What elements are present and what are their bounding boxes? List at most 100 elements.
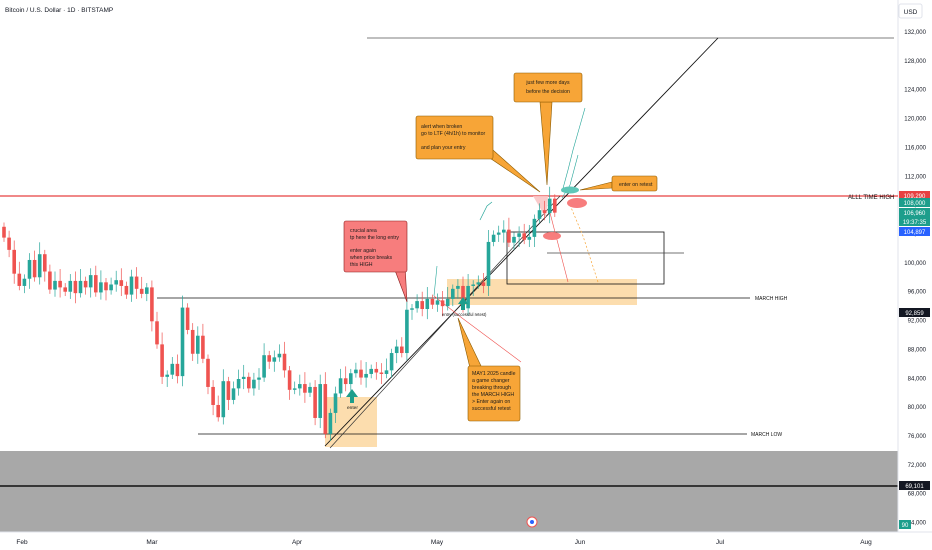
candle-36[interactable] bbox=[185, 303, 190, 335]
candle-0[interactable] bbox=[2, 222, 6, 242]
candle-26[interactable] bbox=[134, 267, 139, 299]
candle-99[interactable] bbox=[507, 217, 511, 247]
candle-9[interactable] bbox=[48, 264, 52, 294]
candle-93[interactable] bbox=[476, 275, 481, 289]
candle-11[interactable] bbox=[58, 268, 62, 298]
candle-31[interactable] bbox=[160, 332, 164, 385]
candle-88[interactable] bbox=[451, 284, 455, 307]
currency-button[interactable] bbox=[898, 3, 923, 19]
candle-76[interactable] bbox=[389, 348, 394, 378]
candle-79[interactable] bbox=[405, 297, 409, 361]
candle-52[interactable] bbox=[267, 350, 271, 369]
candle-27[interactable] bbox=[139, 276, 144, 299]
candle-30[interactable] bbox=[155, 311, 159, 349]
candle-48[interactable] bbox=[247, 372, 251, 393]
chart-pane[interactable] bbox=[0, 0, 898, 532]
candle-45[interactable] bbox=[231, 381, 236, 405]
candle-14[interactable] bbox=[73, 271, 78, 304]
candle-25[interactable] bbox=[129, 269, 134, 302]
candle-29[interactable] bbox=[150, 280, 154, 332]
candle-17[interactable] bbox=[88, 268, 93, 298]
candle-59[interactable] bbox=[303, 372, 307, 403]
candle-49[interactable] bbox=[252, 372, 256, 396]
candle-103[interactable] bbox=[527, 224, 532, 247]
candle-5[interactable] bbox=[27, 253, 32, 289]
candle-101[interactable] bbox=[517, 226, 521, 247]
candle-12[interactable] bbox=[63, 283, 67, 297]
candle-3[interactable] bbox=[17, 261, 22, 291]
candle-89[interactable] bbox=[456, 279, 460, 299]
candle-70[interactable] bbox=[359, 360, 363, 385]
candle-6[interactable] bbox=[32, 250, 37, 282]
candle-39[interactable] bbox=[201, 323, 205, 364]
candle-43[interactable] bbox=[221, 369, 226, 425]
candle-84[interactable] bbox=[430, 294, 435, 310]
candle-50[interactable] bbox=[257, 368, 261, 390]
candle-38[interactable] bbox=[196, 326, 200, 364]
candle-46[interactable] bbox=[236, 369, 241, 396]
candle-77[interactable] bbox=[394, 339, 399, 364]
candle-23[interactable] bbox=[119, 268, 124, 297]
candle-73[interactable] bbox=[374, 362, 379, 380]
candle-4[interactable] bbox=[22, 274, 27, 294]
candle-13[interactable] bbox=[68, 274, 73, 299]
candle-40[interactable] bbox=[206, 354, 210, 395]
candle-83[interactable] bbox=[425, 287, 430, 320]
candle-78[interactable] bbox=[400, 337, 404, 358]
candle-81[interactable] bbox=[415, 294, 419, 313]
candle-57[interactable] bbox=[292, 381, 297, 395]
price-axis[interactable] bbox=[898, 0, 932, 550]
candle-20[interactable] bbox=[104, 278, 108, 301]
candle-87[interactable] bbox=[445, 287, 450, 311]
candle-67[interactable] bbox=[343, 366, 348, 392]
candle-54[interactable] bbox=[277, 344, 282, 362]
candle-44[interactable] bbox=[226, 376, 231, 411]
candle-2[interactable] bbox=[12, 240, 16, 284]
candle-92[interactable] bbox=[471, 280, 475, 297]
candle-63[interactable] bbox=[323, 372, 328, 439]
candle-86[interactable] bbox=[440, 290, 445, 317]
candle-28[interactable] bbox=[145, 283, 149, 302]
candle-96[interactable] bbox=[491, 230, 496, 247]
candle-55[interactable] bbox=[282, 341, 287, 378]
candle-108[interactable] bbox=[553, 194, 557, 217]
candle-68[interactable] bbox=[349, 368, 353, 395]
candle-74[interactable] bbox=[379, 363, 384, 385]
candle-69[interactable] bbox=[354, 362, 358, 378]
candle-95[interactable] bbox=[486, 230, 491, 297]
candle-97[interactable] bbox=[496, 225, 501, 242]
candle-34[interactable] bbox=[175, 354, 180, 384]
candle-16[interactable] bbox=[83, 276, 88, 295]
candle-56[interactable] bbox=[287, 366, 292, 400]
candle-19[interactable] bbox=[99, 270, 103, 300]
candle-66[interactable] bbox=[338, 368, 343, 398]
candle-24[interactable] bbox=[124, 281, 129, 299]
candle-21[interactable] bbox=[109, 277, 113, 295]
candle-8[interactable] bbox=[43, 249, 47, 282]
candle-15[interactable] bbox=[78, 268, 83, 298]
candle-18[interactable] bbox=[94, 265, 98, 297]
candle-100[interactable] bbox=[512, 232, 516, 250]
candle-80[interactable] bbox=[410, 303, 414, 320]
candle-75[interactable] bbox=[384, 358, 389, 379]
candle-104[interactable] bbox=[532, 214, 537, 247]
candle-98[interactable] bbox=[502, 220, 506, 243]
candle-107[interactable] bbox=[547, 186, 552, 224]
candle-35[interactable] bbox=[180, 295, 185, 387]
candle-106[interactable] bbox=[542, 200, 547, 221]
candle-58[interactable] bbox=[298, 374, 302, 396]
candle-1[interactable] bbox=[7, 230, 11, 258]
candle-37[interactable] bbox=[190, 323, 195, 361]
candle-105[interactable] bbox=[537, 203, 542, 224]
candle-61[interactable] bbox=[313, 380, 317, 426]
candle-42[interactable] bbox=[216, 395, 220, 422]
candle-32[interactable] bbox=[165, 370, 169, 387]
candle-91[interactable] bbox=[466, 274, 470, 316]
candle-85[interactable] bbox=[435, 293, 440, 312]
candle-72[interactable] bbox=[369, 364, 373, 379]
candle-53[interactable] bbox=[272, 350, 277, 372]
candle-60[interactable] bbox=[308, 382, 312, 398]
candlestick-series[interactable] bbox=[2, 186, 557, 442]
candle-47[interactable] bbox=[241, 364, 246, 390]
